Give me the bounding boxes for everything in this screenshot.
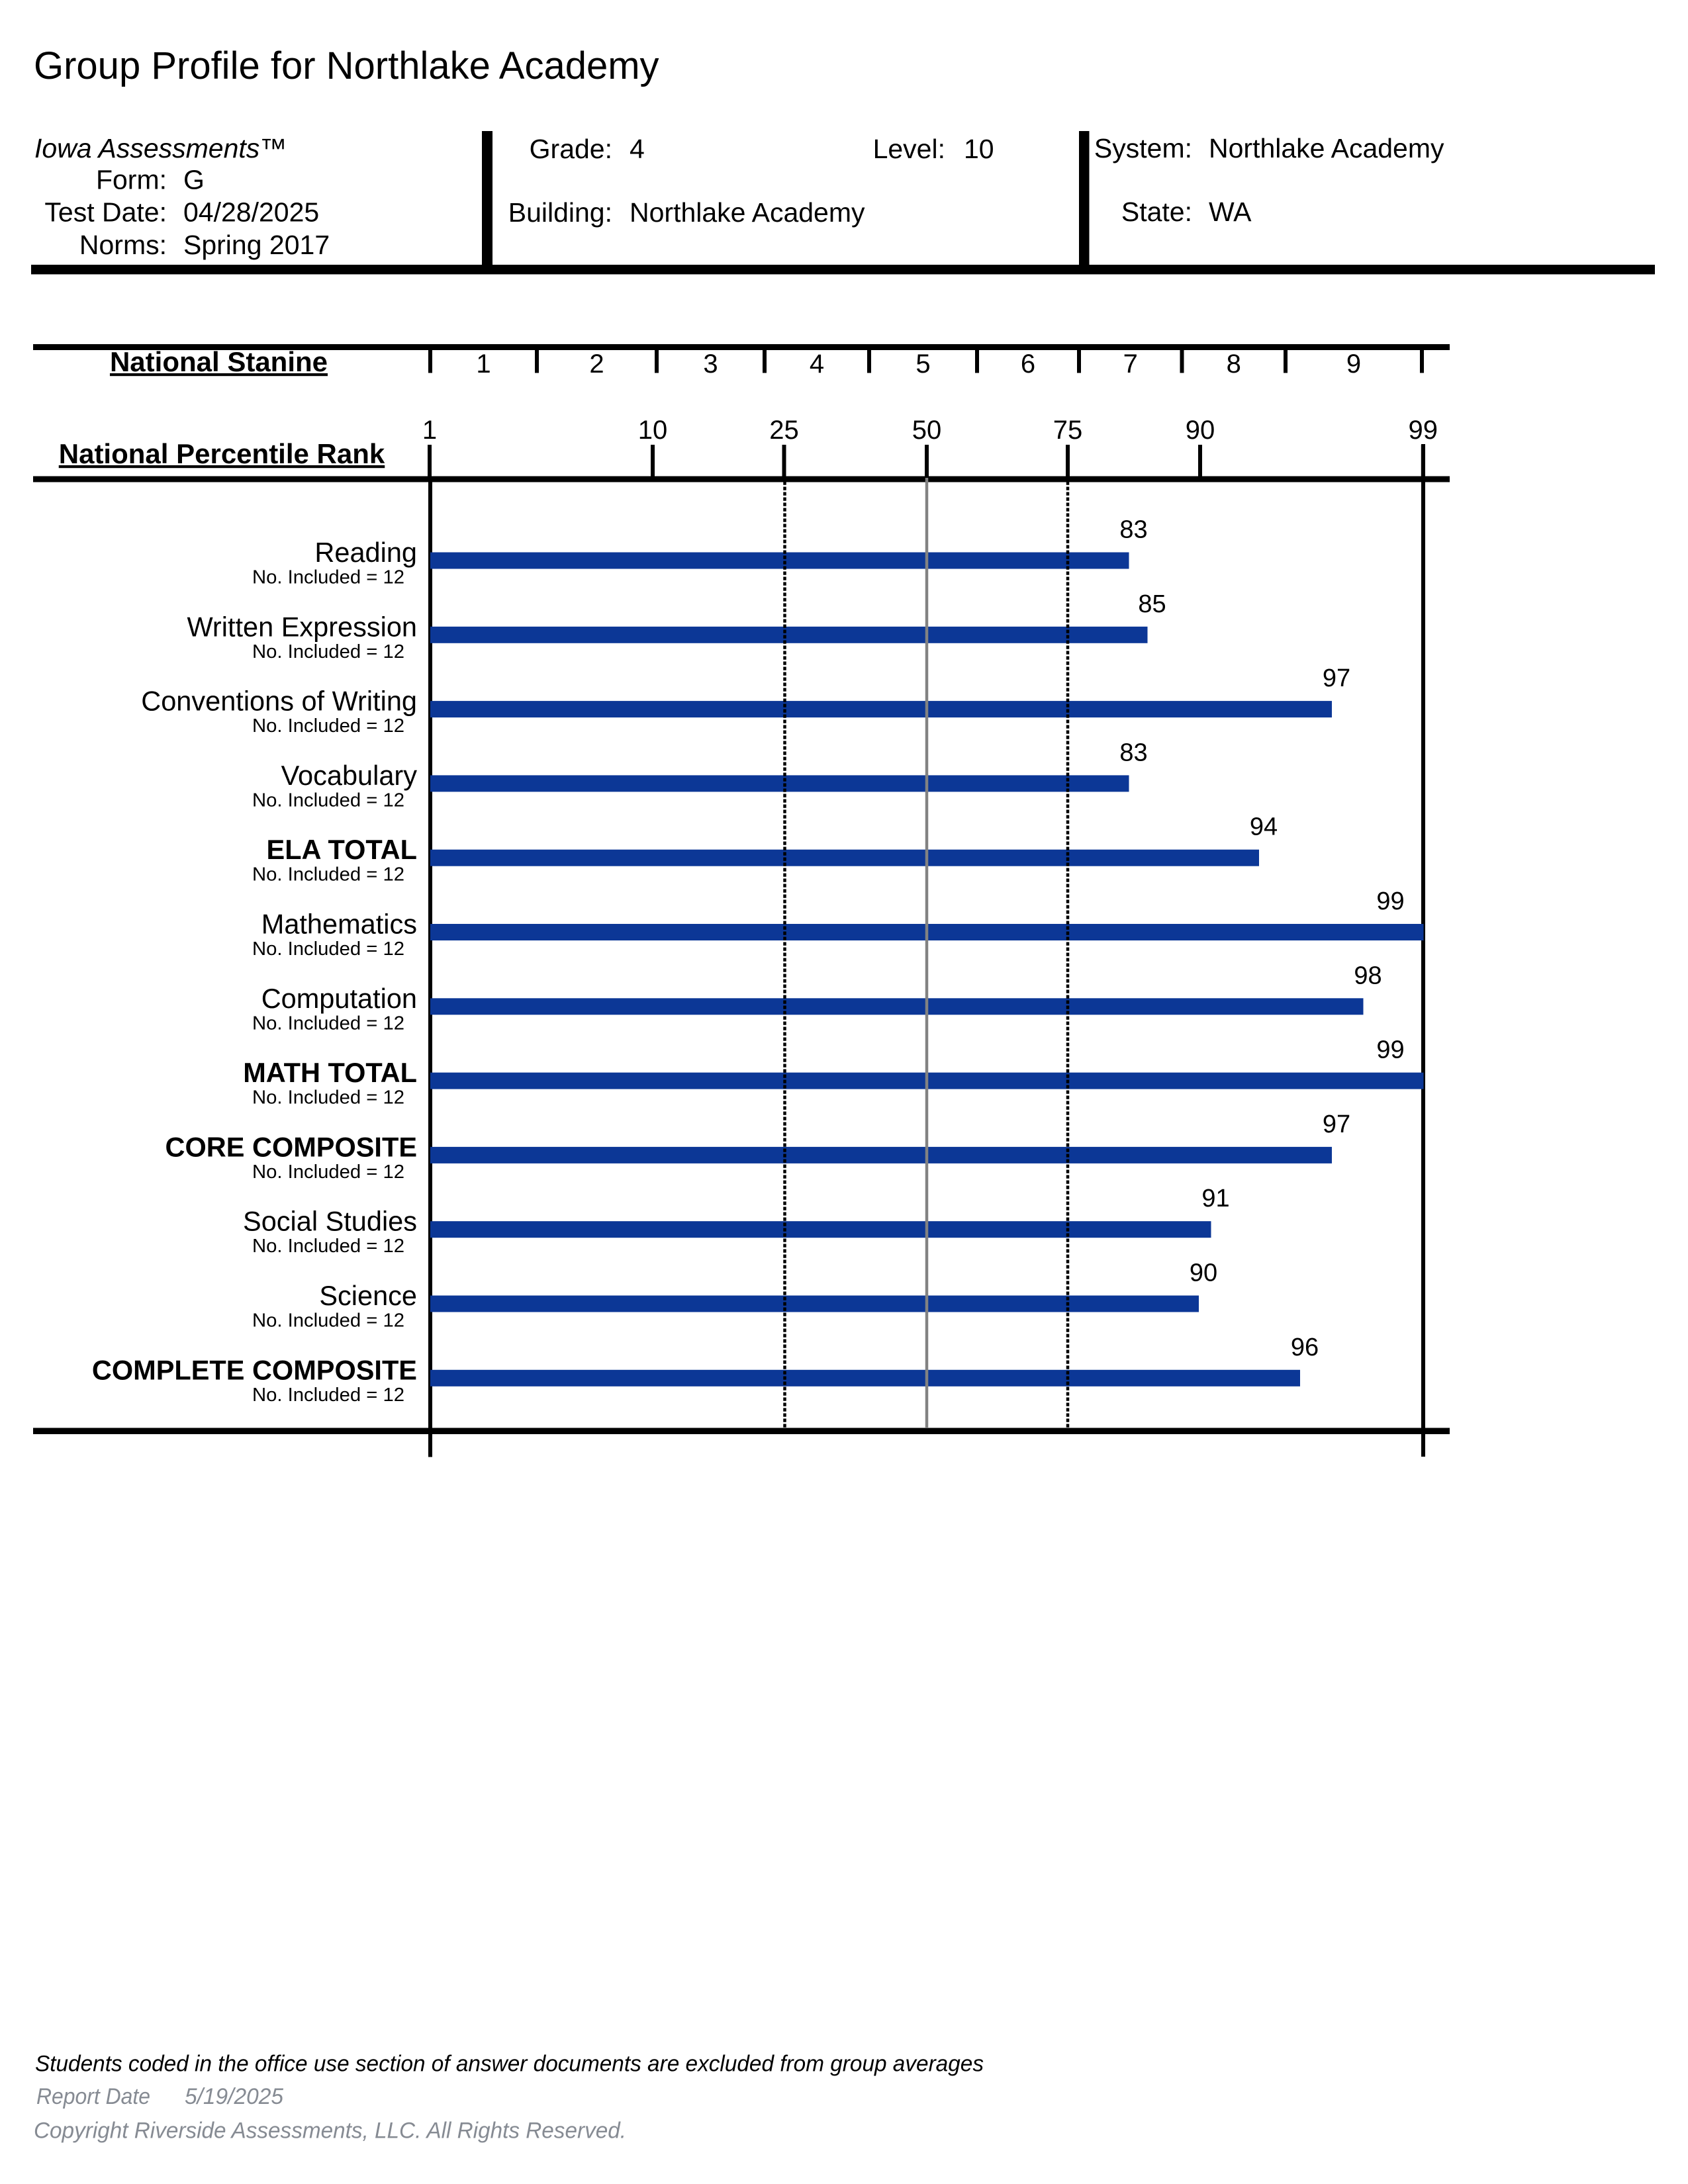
svg-text:99: 99	[1376, 1036, 1404, 1064]
svg-text:National Stanine: National Stanine	[110, 346, 328, 377]
svg-text:90: 90	[1190, 1259, 1217, 1287]
svg-text:WA: WA	[1209, 197, 1252, 227]
svg-text:99: 99	[1376, 887, 1404, 915]
svg-text:91: 91	[1201, 1185, 1229, 1212]
svg-text:Science: Science	[319, 1280, 417, 1311]
svg-text:Copyright Riverside Assessment: Copyright Riverside Assessments, LLC. Al…	[34, 2118, 626, 2144]
svg-text:No. Included = 12: No. Included = 12	[252, 1385, 404, 1406]
svg-text:8: 8	[1227, 349, 1241, 379]
svg-text:CORE COMPOSITE: CORE COMPOSITE	[165, 1131, 417, 1162]
svg-text:No. Included = 12: No. Included = 12	[252, 1161, 404, 1183]
svg-text:No. Included = 12: No. Included = 12	[252, 1310, 404, 1332]
svg-text:No. Included = 12: No. Included = 12	[252, 1236, 404, 1257]
svg-text:Report Date: Report Date	[36, 2084, 150, 2109]
svg-text:75: 75	[1053, 416, 1083, 445]
svg-text:Iowa Assessments™: Iowa Assessments™	[34, 133, 287, 163]
svg-text:Northlake Academy: Northlake Academy	[630, 197, 865, 228]
svg-text:G: G	[183, 165, 205, 195]
svg-text:Students coded in the office u: Students coded in the office use section…	[35, 2052, 984, 2077]
svg-text:10: 10	[638, 416, 668, 445]
svg-text:9: 9	[1346, 349, 1361, 379]
svg-text:5/19/2025: 5/19/2025	[185, 2084, 284, 2109]
svg-text:83: 83	[1119, 516, 1147, 544]
svg-text:Group Profile for Northlake Ac: Group Profile for Northlake Academy	[34, 44, 659, 87]
svg-text:4: 4	[810, 349, 824, 379]
svg-text:04/28/2025: 04/28/2025	[183, 197, 319, 228]
svg-text:25: 25	[769, 416, 799, 445]
svg-text:Social Studies: Social Studies	[243, 1206, 417, 1237]
svg-text:2: 2	[589, 349, 604, 379]
svg-text:98: 98	[1354, 962, 1382, 989]
svg-text:5: 5	[915, 349, 930, 379]
svg-text:No. Included = 12: No. Included = 12	[252, 715, 404, 737]
svg-text:Test Date:: Test Date:	[44, 197, 167, 228]
svg-text:Mathematics: Mathematics	[261, 909, 417, 940]
svg-text:No. Included = 12: No. Included = 12	[252, 567, 404, 588]
svg-text:National Percentile Rank: National Percentile Rank	[59, 438, 385, 469]
svg-text:Vocabulary: Vocabulary	[281, 760, 418, 791]
svg-text:No. Included = 12: No. Included = 12	[252, 938, 404, 960]
svg-text:50: 50	[912, 416, 942, 445]
svg-text:Written Expression: Written Expression	[187, 611, 417, 642]
svg-text:3: 3	[703, 349, 718, 379]
svg-text:No. Included = 12: No. Included = 12	[252, 790, 404, 811]
svg-text:1: 1	[422, 416, 437, 445]
svg-text:99: 99	[1409, 416, 1438, 445]
svg-text:Conventions of Writing: Conventions of Writing	[141, 686, 417, 717]
svg-text:System:: System:	[1094, 133, 1192, 163]
svg-text:No. Included = 12: No. Included = 12	[252, 864, 404, 886]
svg-text:Form:: Form:	[96, 165, 167, 195]
svg-text:97: 97	[1323, 664, 1350, 692]
svg-text:85: 85	[1138, 590, 1166, 618]
svg-text:Level:: Level:	[873, 134, 945, 164]
svg-text:94: 94	[1250, 813, 1278, 841]
svg-text:90: 90	[1186, 416, 1215, 445]
svg-text:83: 83	[1119, 739, 1147, 766]
svg-text:State:: State:	[1121, 197, 1192, 227]
svg-text:4: 4	[630, 134, 645, 164]
svg-text:Reading: Reading	[314, 537, 417, 568]
svg-text:Norms:: Norms:	[79, 230, 167, 260]
svg-text:7: 7	[1123, 349, 1138, 379]
svg-text:Northlake Academy: Northlake Academy	[1209, 133, 1444, 163]
svg-text:Spring 2017: Spring 2017	[183, 230, 330, 260]
svg-text:97: 97	[1323, 1111, 1350, 1138]
svg-text:6: 6	[1021, 349, 1035, 379]
svg-text:ELA TOTAL: ELA TOTAL	[267, 834, 417, 865]
svg-text:1: 1	[476, 349, 491, 379]
svg-text:Grade:: Grade:	[530, 134, 612, 164]
svg-text:COMPLETE COMPOSITE: COMPLETE COMPOSITE	[92, 1354, 417, 1385]
svg-text:No. Included = 12: No. Included = 12	[252, 641, 404, 662]
svg-text:No. Included = 12: No. Included = 12	[252, 1013, 404, 1034]
svg-text:Computation: Computation	[261, 983, 417, 1014]
svg-text:96: 96	[1291, 1334, 1319, 1361]
svg-text:MATH TOTAL: MATH TOTAL	[243, 1057, 417, 1088]
svg-text:No. Included = 12: No. Included = 12	[252, 1087, 404, 1109]
svg-text:10: 10	[964, 134, 994, 164]
svg-text:Building:: Building:	[508, 197, 612, 228]
